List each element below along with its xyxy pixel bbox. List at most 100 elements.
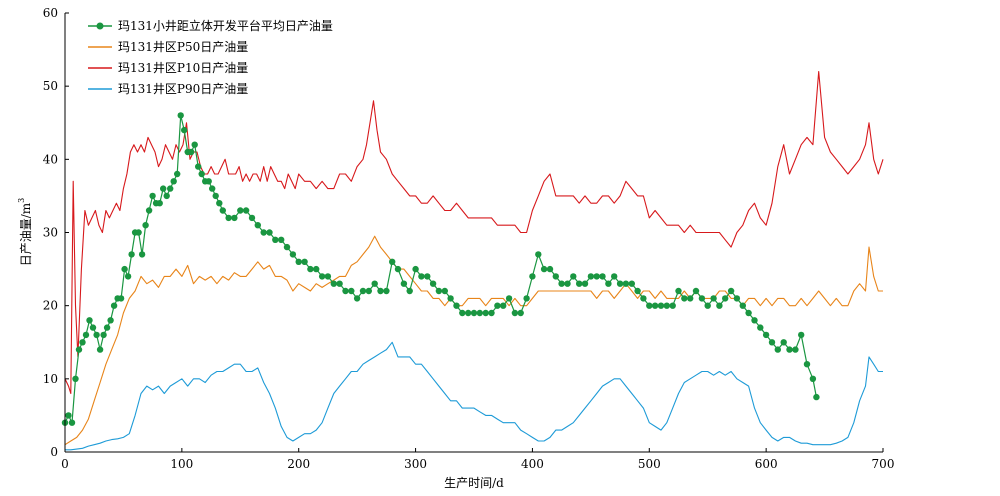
series-point	[657, 302, 665, 309]
series-point	[429, 280, 437, 287]
series-point	[774, 346, 781, 353]
series-point	[745, 309, 752, 317]
series-point	[100, 331, 107, 339]
series-point	[128, 251, 135, 258]
x-axis-title: 生产时间/d	[444, 476, 504, 490]
series-point	[174, 170, 181, 178]
series-point	[476, 309, 483, 317]
series-point	[254, 222, 261, 229]
series-point	[424, 273, 431, 280]
series-point	[149, 192, 156, 200]
series-line-2	[64, 70, 884, 395]
x-tick-label: 0	[61, 457, 69, 471]
x-tick-label: 200	[287, 457, 310, 471]
series-point	[681, 295, 688, 302]
series-point	[622, 280, 630, 287]
series-point	[145, 207, 153, 214]
series-point	[75, 346, 83, 353]
ticks-layer: 0 100 200 300 400 500 600 700 0 10 20 30 40 50 60	[43, 6, 895, 471]
series-point	[142, 222, 149, 229]
legend-item: 玛131小井距立体开发平台平均日产油量	[88, 18, 333, 33]
series-point	[634, 287, 641, 295]
series-point	[313, 265, 320, 273]
series-point	[359, 287, 367, 295]
series-point	[675, 287, 682, 295]
series-point	[406, 287, 413, 295]
series-point	[757, 324, 764, 331]
series-point	[581, 280, 589, 287]
series-point	[231, 214, 238, 222]
series-point	[470, 309, 478, 317]
series-point	[283, 243, 291, 251]
series-point	[117, 295, 125, 302]
series-point	[191, 141, 198, 148]
series-point	[295, 258, 302, 265]
series-point	[453, 302, 460, 309]
legend-item: 玛131井区P50日产油量	[88, 40, 248, 54]
series-point	[107, 317, 114, 324]
series-point	[170, 178, 177, 185]
legend-label: 玛131井区P10日产油量	[118, 61, 248, 75]
y-axis-title-superscript: 3	[17, 198, 26, 203]
series-point	[505, 295, 513, 302]
y-axis-title-text: 日产油量/m	[19, 202, 33, 266]
series-point	[160, 185, 167, 192]
series-point	[698, 295, 706, 302]
series-point	[400, 280, 408, 287]
series-point	[710, 295, 717, 302]
legend-label: 玛131井区P90日产油量	[118, 82, 248, 96]
series-point	[65, 412, 72, 419]
series-point	[365, 287, 372, 295]
series-point	[348, 287, 355, 295]
series-point	[342, 287, 349, 295]
series-point	[248, 214, 256, 222]
series-point	[163, 192, 170, 200]
series-point	[605, 280, 612, 287]
series-point	[124, 273, 132, 280]
series-point	[529, 273, 536, 280]
series-point	[389, 258, 396, 265]
series-point	[435, 287, 443, 295]
series-point	[79, 339, 86, 346]
series-point	[488, 309, 495, 317]
series-point	[552, 273, 559, 280]
series-line-1	[64, 235, 883, 446]
series-point	[336, 280, 343, 287]
series-point	[447, 295, 454, 302]
series-point	[739, 302, 746, 309]
series-point	[418, 273, 425, 280]
series-point	[692, 287, 700, 295]
series-point	[798, 331, 805, 339]
series-point	[219, 207, 226, 214]
series-point	[89, 324, 97, 331]
series-point	[289, 251, 297, 258]
series-point	[383, 287, 390, 295]
series-point	[237, 207, 244, 214]
series-point	[459, 309, 466, 317]
series-point	[593, 273, 600, 280]
series-point	[511, 309, 519, 317]
series-point	[156, 200, 163, 207]
series-point	[167, 185, 174, 192]
series-point	[266, 229, 273, 236]
series-point	[216, 200, 223, 207]
series-point	[181, 126, 188, 134]
series-point	[177, 112, 184, 119]
series-point	[751, 317, 758, 324]
y-tick-label: 50	[43, 79, 58, 93]
series-point	[500, 302, 507, 309]
series-point	[278, 236, 285, 243]
series-point	[465, 309, 472, 317]
series-point	[212, 192, 219, 200]
x-tick-label: 400	[521, 457, 544, 471]
series-point	[517, 309, 524, 317]
series-point	[803, 361, 811, 368]
series-point	[93, 331, 100, 339]
series-point	[587, 273, 595, 280]
series-point	[523, 295, 530, 302]
series-point	[272, 236, 279, 243]
series-point	[377, 287, 384, 295]
series-point	[371, 280, 378, 287]
series-point	[324, 273, 332, 280]
series-point	[482, 309, 489, 317]
